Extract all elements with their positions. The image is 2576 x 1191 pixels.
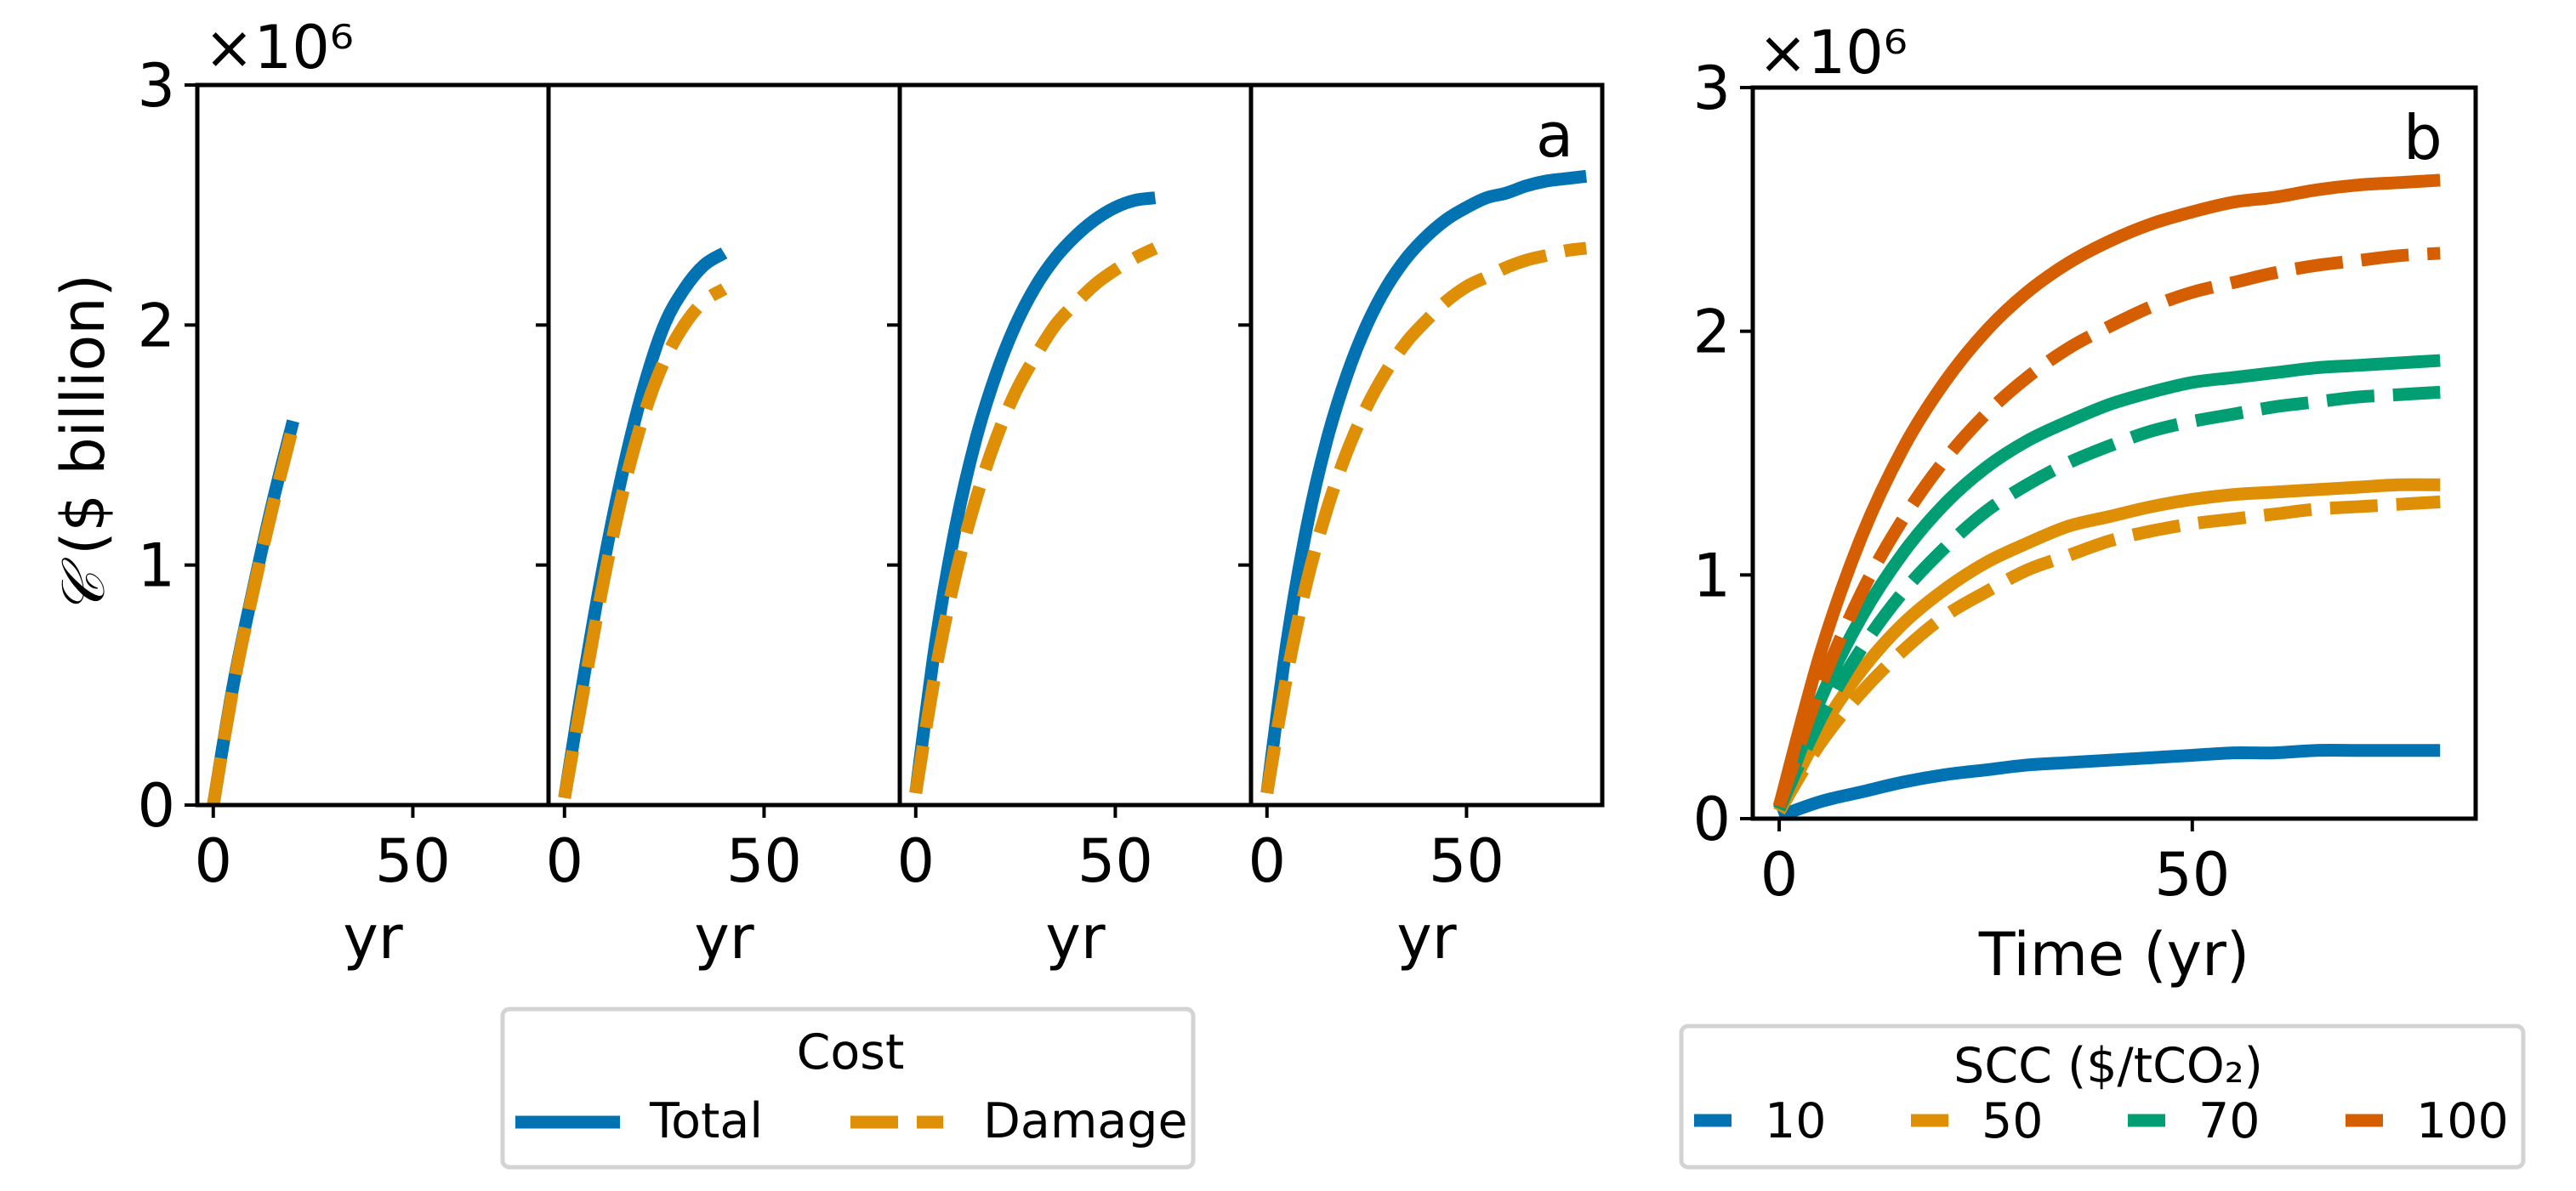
series-50-damage-line [1773, 495, 2441, 815]
y-axis-label: 𝒞($ billion) [48, 274, 118, 615]
panel-b: 0 1 2 3 0 50 [1692, 54, 2478, 910]
multiplier-label-b: ×10⁶ [1758, 18, 1908, 88]
series-10-total-line [1777, 744, 2441, 819]
legend-label-100: 100 [2416, 1093, 2509, 1149]
series-100-total-line [1772, 173, 2441, 808]
panel-letter-b: b [2403, 102, 2442, 173]
axes-frame [546, 82, 902, 808]
multiplier-label-a: ×10⁶ [204, 13, 354, 82]
x-axis-label: yr [343, 903, 402, 973]
x-tick-label: 0 [896, 826, 935, 896]
x-axis-label: yr [1396, 903, 1456, 973]
axes-frame [1248, 82, 1605, 808]
x-tick-label: 50 [726, 826, 802, 896]
axes-frame [897, 82, 1254, 808]
series-50-total-line [1773, 478, 2441, 814]
x-tick-label: 50 [2154, 840, 2230, 910]
series-70-total-line [1773, 354, 2441, 812]
x-tick-label: 0 [1760, 840, 1799, 910]
y-tick-label: 0 [1692, 785, 1731, 854]
series-70-damage-line [1773, 385, 2441, 812]
y-tick-label: 2 [137, 291, 175, 360]
y-tick-label: 1 [137, 531, 175, 601]
axes-frame [1750, 85, 2478, 821]
series-damage-line [909, 242, 1158, 795]
svg-text:𝒞($ billion): 𝒞($ billion) [48, 274, 118, 615]
series-total-line [558, 247, 728, 799]
series-damage-line [1260, 241, 1588, 795]
x-tick-label: 50 [1429, 826, 1504, 896]
series-damage-line [207, 424, 299, 805]
legend-label-10: 10 [1765, 1093, 1827, 1149]
x-axis-label: yr [694, 903, 753, 973]
legend-label-50: 50 [1982, 1093, 2044, 1149]
legend-scc: SCC ($/tCO₂) 10 50 70 100 [1679, 1024, 2526, 1170]
panel-letter-a: a [1536, 99, 1573, 171]
y-axis-unit: ($ billion) [48, 274, 118, 555]
series-damage-line [558, 283, 728, 799]
series-total-line [1260, 169, 1588, 794]
x-tick-label: 0 [194, 826, 232, 896]
y-tick-label: 3 [1692, 54, 1731, 123]
x-axis-label-b: Time (yr) [1978, 920, 2249, 990]
y-tick-label: 0 [137, 771, 175, 841]
legend-label-total: Total [649, 1093, 763, 1149]
series-total-line [909, 191, 1157, 794]
x-axis-label: yr [1045, 903, 1105, 973]
plot-area [1772, 173, 2441, 819]
plot-area [909, 191, 1158, 795]
series-100-damage-line [1773, 247, 2441, 809]
x-tick-label: 0 [545, 826, 583, 896]
x-tick-label: 0 [1248, 826, 1286, 896]
plot-area [1260, 169, 1588, 795]
legend-label-damage: Damage [983, 1093, 1188, 1149]
x-tick-label: 50 [375, 826, 451, 896]
legend-title: Cost [797, 1024, 905, 1080]
y-tick-label: 2 [1692, 298, 1731, 367]
plot-area [558, 247, 728, 799]
plot-area [207, 419, 299, 805]
y-tick-label: 3 [137, 51, 175, 121]
y-axis-symbol: 𝒞 [48, 557, 118, 615]
legend-label-70: 70 [2198, 1093, 2260, 1149]
legend-title: SCC ($/tCO₂) [1953, 1038, 2263, 1094]
x-tick-label: 50 [1078, 826, 1153, 896]
legend-cost: Cost Total Damage [500, 1007, 1196, 1170]
y-tick-label: 1 [1692, 541, 1731, 610]
axes-frame [195, 82, 551, 808]
